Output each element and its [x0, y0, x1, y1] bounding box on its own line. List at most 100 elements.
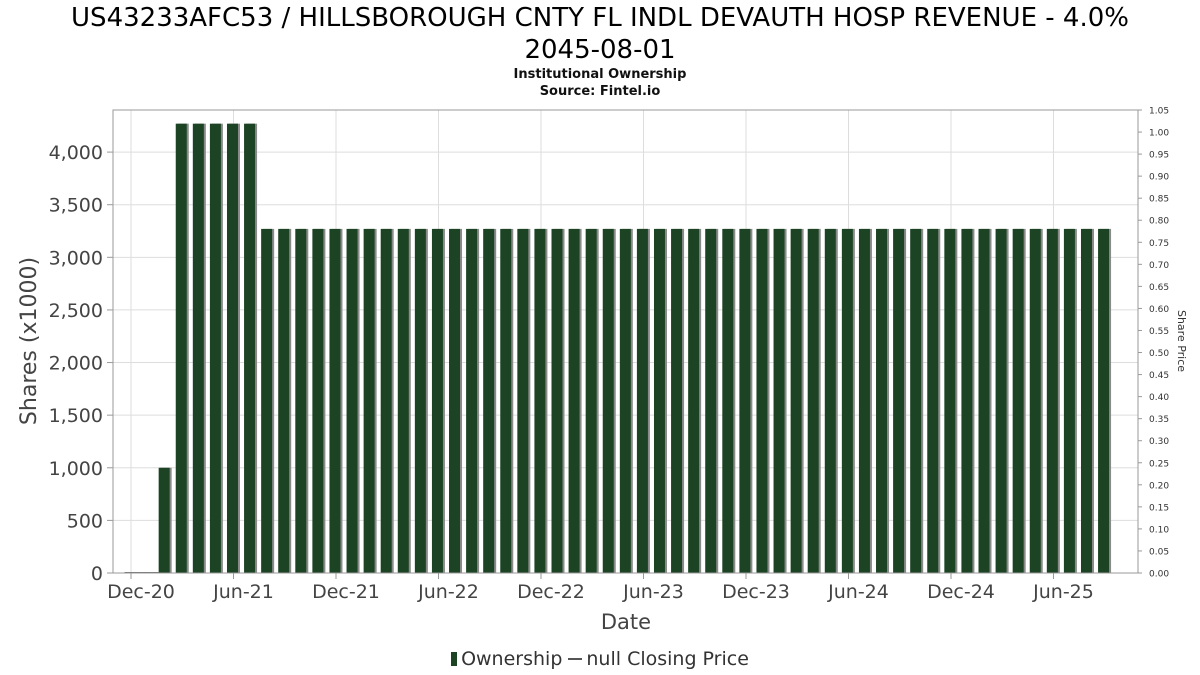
ownership-bar — [449, 228, 461, 574]
y-tick-label: 2,500 — [49, 300, 103, 322]
x-tick-label: Dec-22 — [517, 581, 585, 603]
ownership-bar — [995, 228, 1007, 574]
y2-tick-label: 0.95 — [1149, 151, 1169, 161]
ownership-bar — [1046, 228, 1058, 574]
ownership-bar — [705, 228, 717, 574]
y-tick-label: 1,000 — [49, 458, 103, 480]
ownership-bar — [346, 228, 358, 574]
y2-axis-label: Share Price — [1175, 310, 1188, 372]
ownership-bar — [158, 467, 170, 573]
ownership-bar — [175, 123, 187, 574]
x-tick-label: Dec-20 — [107, 581, 175, 603]
ownership-bar — [1098, 228, 1110, 574]
chart-title: US43233AFC53 / HILLSBOROUGH CNTY FL INDL… — [71, 3, 1129, 33]
ownership-bar — [585, 228, 597, 574]
y2-tick-label: 0.75 — [1149, 239, 1169, 249]
ownership-bar — [756, 228, 768, 574]
ownership-bar — [893, 228, 905, 574]
ownership-bar — [312, 228, 324, 574]
ownership-bar — [414, 228, 426, 574]
ownership-bar — [910, 228, 922, 574]
x-tick-label: Jun-24 — [827, 581, 889, 603]
x-axis-label: Date — [601, 610, 651, 634]
y-tick-label: 3,500 — [49, 195, 103, 217]
y-tick-label: 500 — [67, 510, 103, 532]
y2-tick-label: 0.70 — [1149, 261, 1169, 271]
ownership-bar — [500, 228, 512, 574]
ownership-bar — [773, 228, 785, 574]
ownership-bar — [876, 228, 888, 574]
y2-tick-label: 0.45 — [1149, 371, 1169, 381]
legend: Ownership null Closing Price — [0, 648, 1200, 670]
y2-tick-label: 0.60 — [1149, 305, 1169, 315]
y2-tick-label: 0.15 — [1149, 503, 1169, 513]
y-tick-label: 2,000 — [49, 353, 103, 375]
y2-tick-label: 1.00 — [1149, 129, 1169, 139]
ownership-bar — [1080, 228, 1092, 574]
ownership-bar — [739, 228, 751, 574]
y2-axis-ticks: 0.00 0.05 0.10 0.15 0.20 0.25 0.30 0.35 0.40 0.45… — [1138, 107, 1169, 580]
y-axis-label: Shares (x1000) — [17, 257, 42, 425]
chart-title-line2: 2045-08-01 — [524, 35, 676, 65]
y2-tick-label: 0.25 — [1149, 459, 1169, 469]
x-axis-ticks: Dec-20 Jun-21 Dec-21 Jun-22 Dec-22 Jun-23 Dec-… — [107, 573, 1094, 603]
ownership-bars — [124, 123, 1112, 574]
x-tick-label: Dec-23 — [722, 581, 790, 603]
y2-tick-label: 0.50 — [1149, 349, 1169, 359]
y2-tick-label: 0.85 — [1149, 195, 1169, 205]
price-legend-swatch — [568, 658, 583, 660]
plot-frame — [112, 109, 1139, 574]
ownership-bar — [278, 228, 290, 574]
ownership-bar — [961, 228, 973, 574]
x-tick-label: Jun-23 — [622, 581, 684, 603]
y2-tick-label: 0.80 — [1149, 217, 1169, 227]
legend-ownership-label: Ownership — [461, 648, 563, 670]
ownership-bar — [363, 228, 375, 574]
ownership-bar — [380, 228, 392, 574]
y2-tick-label: 0.35 — [1149, 415, 1169, 425]
x-tick-label: Jun-22 — [417, 581, 479, 603]
ownership-bar — [722, 228, 734, 574]
ownership-bar — [517, 228, 529, 574]
ownership-bar — [244, 123, 256, 574]
ownership-legend-swatch — [451, 652, 458, 666]
y-tick-label: 4,000 — [49, 142, 103, 164]
y2-tick-label: 0.30 — [1149, 437, 1169, 447]
ownership-bar — [653, 228, 665, 574]
ownership-bar — [790, 228, 802, 574]
ownership-bar — [688, 228, 700, 574]
ownership-bar — [1012, 228, 1024, 574]
ownership-bar — [807, 228, 819, 574]
ownership-bar — [978, 228, 990, 574]
ownership-bar — [329, 228, 341, 574]
ownership-bar — [397, 228, 409, 574]
ownership-bar — [824, 228, 836, 574]
ownership-bar — [568, 228, 580, 574]
y2-tick-label: 0.00 — [1149, 570, 1169, 580]
x-tick-label: Dec-21 — [312, 581, 380, 603]
ownership-bar — [192, 123, 204, 574]
y2-tick-label: 0.20 — [1149, 481, 1169, 491]
y2-tick-label: 0.55 — [1149, 327, 1169, 337]
ownership-bar — [841, 228, 853, 574]
ownership-bar — [261, 228, 273, 574]
ownership-bar — [636, 228, 648, 574]
chart-subtitle: Institutional Ownership — [513, 67, 687, 82]
ownership-bar — [619, 228, 631, 574]
ownership-bar — [944, 228, 956, 574]
ownership-bar — [483, 228, 495, 574]
y2-tick-label: 0.10 — [1149, 525, 1169, 535]
y-tick-label: 0 — [91, 563, 103, 585]
y2-tick-label: 0.90 — [1149, 173, 1169, 183]
y2-tick-label: 0.40 — [1149, 393, 1169, 403]
ownership-bar — [466, 228, 478, 574]
x-tick-label: Dec-24 — [927, 581, 995, 603]
chart-source: Source: Fintel.io — [539, 84, 661, 99]
y-tick-label: 3,000 — [49, 247, 103, 269]
ownership-bar — [671, 228, 683, 574]
ownership-bar — [226, 123, 238, 574]
y2-tick-label: 0.05 — [1149, 547, 1169, 557]
ownership-bar — [858, 228, 870, 574]
ownership-bar — [1029, 228, 1041, 574]
